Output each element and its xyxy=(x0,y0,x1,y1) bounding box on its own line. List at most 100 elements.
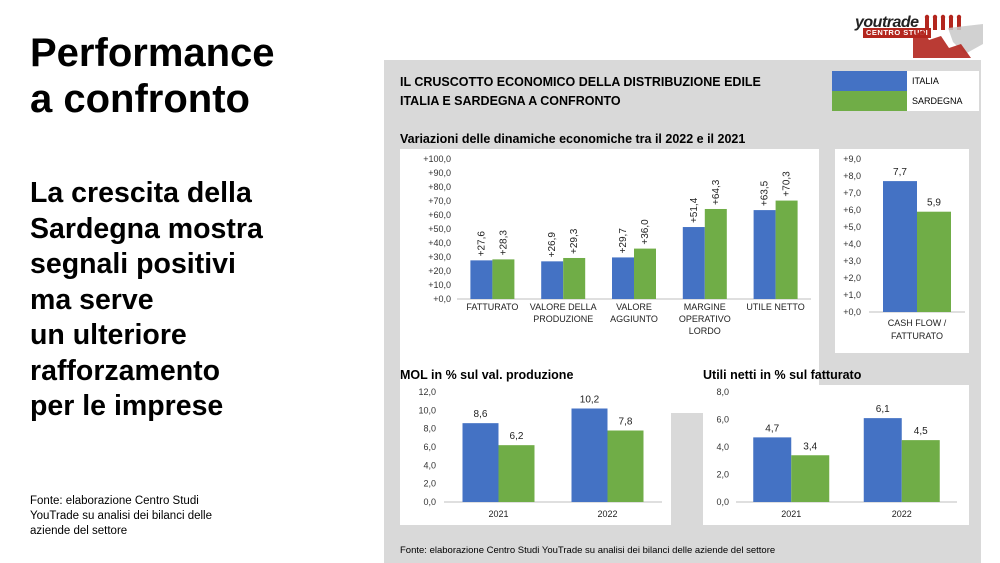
data-label: +27,6 xyxy=(476,231,487,257)
legend: ITALIA SARDEGNA xyxy=(832,71,979,111)
y-tick-label: +40,0 xyxy=(428,238,451,248)
chart-cashflow-svg: +0,0 +1,0 +2,0 +3,0 +4,0 +5,0 +6,0 +7,0 +8,0 +9,0… xyxy=(843,154,965,341)
y-tick-label: +5,0 xyxy=(843,222,861,232)
y-tick-label: +3,0 xyxy=(843,256,861,266)
legend-label-sardegna: SARDEGNA xyxy=(912,96,963,106)
bar-italia xyxy=(883,181,917,312)
bar-sardegna xyxy=(634,248,656,299)
chart-title-mol: MOL in % sul val. produzione xyxy=(400,368,574,382)
category-label: FATTURATO xyxy=(466,302,518,312)
y-tick-label: 8,0 xyxy=(716,387,729,397)
data-label: 3,4 xyxy=(803,441,817,452)
logo-wordmark: youtrade xyxy=(855,14,919,31)
category-label: VALORE DELLA xyxy=(530,302,597,312)
y-tick-label: +80,0 xyxy=(428,182,451,192)
category-label: 2021 xyxy=(488,509,508,519)
y-tick-label: 6,0 xyxy=(716,415,729,425)
y-tick-label: 12,0 xyxy=(418,387,436,397)
data-label: 4,5 xyxy=(914,426,928,437)
y-tick-label: +10,0 xyxy=(428,280,451,290)
legend-label-italia: ITALIA xyxy=(912,76,939,86)
dashboard-panel: IL CRUSCOTTO ECONOMICO DELLA DISTRIBUZIO… xyxy=(384,60,981,563)
category-label: VALORE xyxy=(616,302,652,312)
chart-variazioni: +0,0 +10,0 +20,0 +30,0 +40,0 +50,0 +60,0 +70,0 +… xyxy=(400,149,819,413)
y-tick-label: +0,0 xyxy=(433,294,451,304)
y-tick-label: +0,0 xyxy=(843,307,861,317)
bar-sardegna xyxy=(901,440,940,502)
chart-utili: 0,0 2,0 4,0 6,0 8,0 4,7 3,4 2021 6,1 4,5 2022 xyxy=(703,385,969,525)
bar-italia xyxy=(753,437,792,502)
category-label: FATTURATO xyxy=(891,331,943,341)
bar-sardegna xyxy=(492,259,515,299)
category-label: CASH FLOW / xyxy=(888,318,947,328)
chart-mol: 0,0 2,0 4,0 6,0 8,0 10,0 12,0 8,6 6,2 2021 10,2 7,8… xyxy=(400,385,671,525)
category-label: OPERATIVO xyxy=(679,314,731,324)
y-tick-label: 6,0 xyxy=(423,442,436,452)
y-tick-label: 2,0 xyxy=(716,470,729,480)
data-label: 10,2 xyxy=(580,395,600,406)
chart-variazioni-svg: +0,0 +10,0 +20,0 +30,0 +40,0 +50,0 +60,0 +70,0 +… xyxy=(423,154,811,336)
y-tick-label: +4,0 xyxy=(843,239,861,249)
legend-swatch-sardegna xyxy=(832,91,907,111)
bar-sardegna xyxy=(607,430,644,502)
data-label: 6,1 xyxy=(876,404,890,415)
bar-sardegna xyxy=(563,257,586,299)
category-label: LORDO xyxy=(689,326,721,336)
category-label: UTILE NETTO xyxy=(746,302,804,312)
bar-italia xyxy=(571,408,608,502)
data-label: +70,3 xyxy=(782,171,793,197)
slide-source-note: Fonte: elaborazione Centro Studi YouTrad… xyxy=(30,495,212,537)
bar-sardegna xyxy=(917,211,951,312)
data-label: 7,7 xyxy=(893,167,907,178)
bar-italia xyxy=(753,210,776,299)
y-tick-label: 0,0 xyxy=(716,497,729,507)
data-label: 4,7 xyxy=(765,423,779,434)
category-label: 2022 xyxy=(892,509,912,519)
data-label: +64,3 xyxy=(711,179,722,205)
data-label: +29,7 xyxy=(618,228,629,254)
logo-figures-icon xyxy=(913,14,983,58)
data-label: 5,9 xyxy=(927,198,941,209)
legend-swatch-italia xyxy=(832,71,907,91)
data-label: +36,0 xyxy=(640,219,651,245)
y-tick-label: 0,0 xyxy=(423,497,436,507)
bar-italia xyxy=(682,227,705,299)
chart-cashflow: +0,0 +1,0 +2,0 +3,0 +4,0 +5,0 +6,0 +7,0 +8,0 +9,0… xyxy=(835,149,969,353)
y-tick-label: 2,0 xyxy=(423,479,436,489)
y-tick-label: 4,0 xyxy=(423,460,436,470)
logo-tagline: CENTRO STUDI xyxy=(863,28,932,38)
category-label: AGGIUNTO xyxy=(610,314,658,324)
panel-header-line2: ITALIA E SARDEGNA A CONFRONTO xyxy=(400,94,621,108)
y-tick-label: +1,0 xyxy=(843,290,861,300)
bar-sardegna xyxy=(791,455,830,502)
y-tick-label: +100,0 xyxy=(423,154,451,164)
y-tick-label: +70,0 xyxy=(428,196,451,206)
bar-italia xyxy=(612,257,634,299)
panel-source-note: Fonte: elaborazione Centro Studi YouTrad… xyxy=(400,545,776,556)
bar-italia xyxy=(863,418,902,502)
y-tick-label: +7,0 xyxy=(843,188,861,198)
bar-sardegna xyxy=(775,200,798,299)
y-tick-label: 4,0 xyxy=(716,442,729,452)
y-tick-label: +50,0 xyxy=(428,224,451,234)
data-label: 8,6 xyxy=(474,409,488,420)
y-tick-label: +60,0 xyxy=(428,210,451,220)
y-tick-label: +6,0 xyxy=(843,205,861,215)
data-label: 7,8 xyxy=(619,417,633,428)
y-tick-label: +30,0 xyxy=(428,252,451,262)
data-label: +29,3 xyxy=(569,228,580,254)
category-label: 2021 xyxy=(781,509,801,519)
y-tick-label: +9,0 xyxy=(843,154,861,164)
panel-header-line1: IL CRUSCOTTO ECONOMICO DELLA DISTRIBUZIO… xyxy=(400,75,761,89)
youtrade-logo: youtrade CENTRO STUDI xyxy=(853,14,983,58)
data-label: +63,5 xyxy=(760,180,771,206)
slide-title: Performance a confronto xyxy=(30,31,275,121)
data-label: +26,9 xyxy=(547,232,558,258)
y-tick-label: +20,0 xyxy=(428,266,451,276)
y-tick-label: 10,0 xyxy=(418,405,436,415)
y-tick-label: +2,0 xyxy=(843,273,861,283)
chart-mol-svg: 0,0 2,0 4,0 6,0 8,0 10,0 12,0 8,6 6,2 2021 10,2 7,8… xyxy=(418,387,662,519)
bar-italia xyxy=(462,423,499,502)
bar-sardegna xyxy=(498,445,535,502)
chart-title-variazioni: Variazioni delle dinamiche economiche tr… xyxy=(400,132,746,146)
